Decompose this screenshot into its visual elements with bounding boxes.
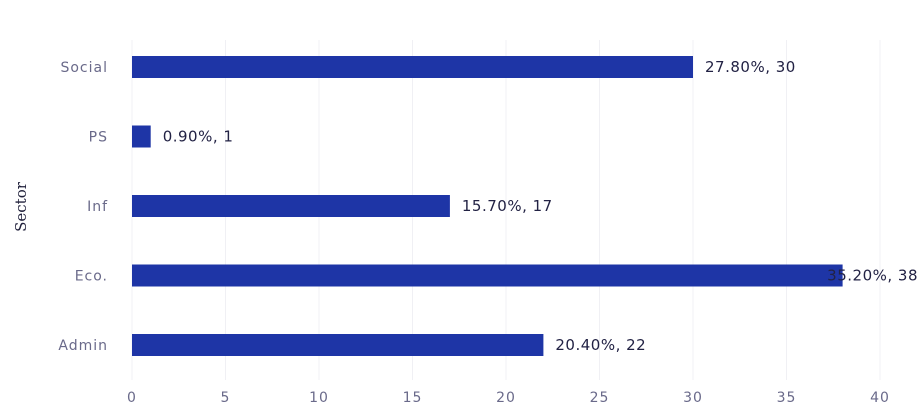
- bar: [132, 334, 544, 356]
- x-tick-label: 0: [127, 390, 137, 406]
- bars-layer: [132, 56, 843, 356]
- data-label: 35.20%, 38: [827, 267, 918, 285]
- data-label: 0.90%, 1: [163, 128, 234, 146]
- y-axis-title: Sector: [12, 181, 30, 232]
- category-label: Admin: [58, 338, 108, 354]
- data-label: 20.40%, 22: [555, 336, 646, 354]
- x-tick-label: 25: [590, 390, 610, 406]
- data-label: 15.70%, 17: [462, 197, 553, 215]
- bar: [132, 264, 843, 287]
- bar: [132, 195, 450, 217]
- x-tick-label: 30: [683, 390, 703, 406]
- x-tick-label: 5: [221, 390, 231, 406]
- category-label: PS: [89, 130, 108, 146]
- x-tick-label: 15: [403, 390, 423, 406]
- grid-layer: [131, 40, 881, 380]
- category-label: Social: [60, 60, 108, 76]
- x-tick-label: 40: [870, 390, 890, 406]
- category-label: Inf: [87, 199, 108, 215]
- x-tick-label: 10: [309, 390, 329, 406]
- data-label: 27.80%, 30: [705, 58, 796, 76]
- category-label: Eco.: [75, 269, 108, 285]
- x-tick-label: 35: [777, 390, 797, 406]
- labels-layer: Social 27.80%, 30 PS 0.90%, 1 Inf 15.70%, 17 E…: [58, 58, 918, 354]
- x-tick-label: 20: [496, 390, 516, 406]
- bar: [132, 56, 693, 78]
- bar: [132, 125, 151, 148]
- x-axis-ticks: 0 5 10 15 20 25 30 35 40: [127, 390, 890, 406]
